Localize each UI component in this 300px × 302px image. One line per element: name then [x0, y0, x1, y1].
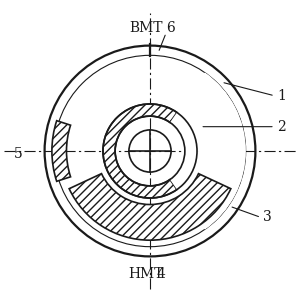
Wedge shape — [181, 72, 246, 230]
Text: 3: 3 — [263, 210, 272, 224]
Text: 5: 5 — [14, 147, 23, 161]
Text: 6: 6 — [166, 21, 175, 35]
Text: НМТ: НМТ — [128, 267, 164, 281]
Wedge shape — [103, 104, 177, 198]
Text: 2: 2 — [277, 120, 286, 134]
Wedge shape — [69, 174, 231, 240]
Text: 1: 1 — [277, 89, 286, 103]
Wedge shape — [52, 121, 70, 181]
Text: 4: 4 — [157, 267, 166, 281]
Text: ВМТ: ВМТ — [129, 21, 163, 35]
Wedge shape — [178, 72, 246, 230]
Wedge shape — [170, 112, 197, 190]
